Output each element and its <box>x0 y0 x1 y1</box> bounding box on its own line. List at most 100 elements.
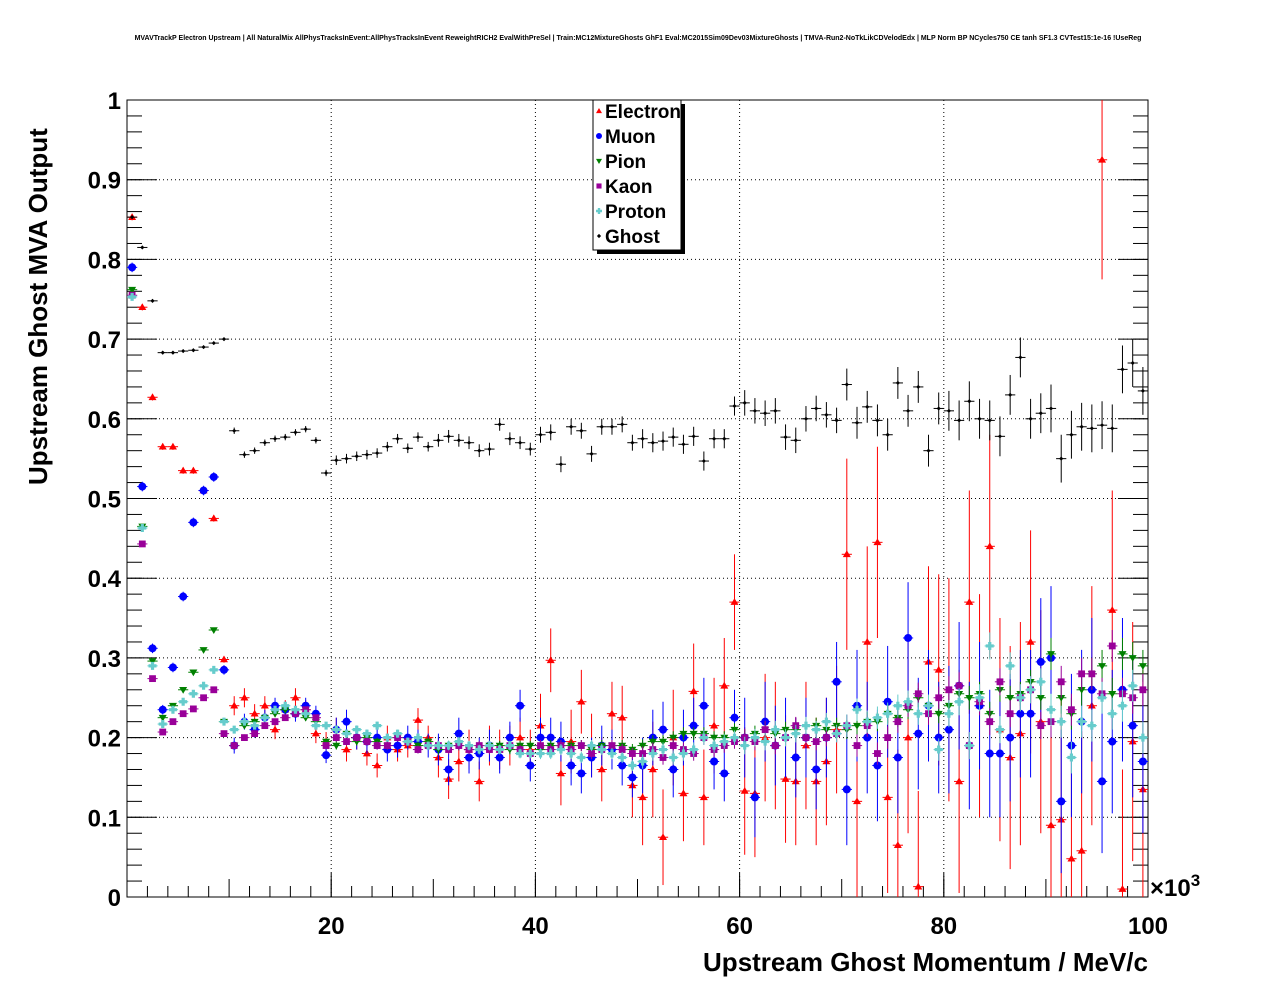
kaon-marker <box>659 754 667 761</box>
ghost-marker <box>1099 423 1105 428</box>
proton-marker <box>832 729 841 738</box>
ghost-marker <box>1089 426 1094 431</box>
ghost-marker <box>732 403 737 409</box>
electron-marker <box>1026 637 1035 645</box>
electron-marker <box>842 550 851 558</box>
kaon-point <box>320 742 332 749</box>
proton-point <box>821 712 832 731</box>
kaon-point <box>147 675 158 683</box>
electron-marker <box>1067 854 1076 862</box>
electron-marker <box>679 789 688 797</box>
ghost-point <box>790 427 801 454</box>
kaon-marker <box>189 705 197 713</box>
muon-marker <box>516 701 525 710</box>
ghost-marker <box>589 451 594 456</box>
proton-point <box>892 694 903 717</box>
proton-point <box>831 724 842 743</box>
ghost-point <box>974 398 985 439</box>
kaon-marker <box>261 722 269 730</box>
ghost-point <box>913 370 924 403</box>
proton-point <box>566 747 577 760</box>
proton-marker <box>454 737 463 746</box>
ghost-marker <box>293 430 298 435</box>
kaon-marker <box>220 730 228 738</box>
kaon-marker <box>537 742 544 749</box>
muon-marker <box>138 482 147 491</box>
muon-point <box>831 641 842 722</box>
ghost-point <box>1137 366 1148 415</box>
pion-marker <box>1047 651 1056 658</box>
ghost-point <box>811 395 822 422</box>
ghost-point <box>719 429 730 449</box>
ghost-point <box>851 406 863 439</box>
muon-point <box>178 591 189 602</box>
muon-point <box>208 472 219 482</box>
kaon-marker <box>1078 670 1086 678</box>
proton-point <box>811 720 822 739</box>
electron-marker <box>853 797 862 805</box>
proton-marker <box>342 729 351 738</box>
kaon-point <box>1086 657 1097 690</box>
ghost-marker <box>599 424 604 429</box>
ghost-marker <box>885 432 890 437</box>
kaon-point <box>361 737 373 746</box>
ghost-point <box>280 433 291 441</box>
ghost-point <box>1117 345 1128 394</box>
pion-marker <box>128 286 137 294</box>
ghost-point <box>433 433 444 447</box>
muon-marker <box>148 644 157 653</box>
proton-point <box>1066 741 1077 774</box>
proton-point <box>1107 697 1118 730</box>
ghost-point <box>372 448 383 458</box>
kaon-marker <box>353 734 361 741</box>
kaon-marker <box>802 734 810 741</box>
ghost-marker <box>160 350 165 355</box>
ghost-point <box>535 426 546 443</box>
electron-marker <box>475 777 484 785</box>
proton-point <box>433 740 444 751</box>
proton-marker <box>291 705 300 714</box>
kaon-marker <box>669 742 677 749</box>
muon-marker <box>669 765 678 774</box>
electron-marker <box>189 466 198 474</box>
ghost-point <box>729 396 740 416</box>
proton-marker <box>260 713 269 722</box>
muon-point <box>841 733 852 846</box>
pion-marker <box>1036 694 1045 702</box>
muon-marker <box>730 713 739 722</box>
proton-point <box>545 747 556 760</box>
ghost-point <box>341 453 352 464</box>
proton-marker <box>1087 721 1096 730</box>
electron-point <box>719 637 730 734</box>
y-tick-label: 0.3 <box>88 646 121 673</box>
ghost-point <box>627 434 638 451</box>
ghost-marker <box>375 450 380 456</box>
proton-marker <box>230 725 239 734</box>
ghost-point <box>167 350 179 355</box>
electron-marker <box>893 841 902 848</box>
electron-marker <box>934 665 943 673</box>
proton-marker <box>750 733 759 742</box>
y-tick-label: 0.7 <box>88 327 121 354</box>
electron-point <box>545 628 556 693</box>
proton-marker <box>669 753 678 762</box>
kaon-marker <box>1108 642 1116 650</box>
kaon-point <box>943 676 955 704</box>
proton-marker <box>1057 717 1066 726</box>
ghost-marker <box>916 384 921 390</box>
proton-marker <box>761 737 770 746</box>
ghost-point <box>361 449 373 460</box>
kaon-marker <box>822 734 830 741</box>
kaon-marker <box>159 728 167 736</box>
ghost-point <box>320 469 332 477</box>
ghost-marker <box>283 435 288 440</box>
muon-marker <box>720 769 729 778</box>
electron-point <box>229 696 240 716</box>
muon-point <box>1056 729 1067 874</box>
ghost-point <box>198 344 209 350</box>
muon-point <box>1025 649 1036 778</box>
ghost-point <box>637 429 648 449</box>
ghost-marker <box>150 298 155 303</box>
proton-point <box>1015 684 1026 712</box>
electron-marker <box>914 882 923 890</box>
